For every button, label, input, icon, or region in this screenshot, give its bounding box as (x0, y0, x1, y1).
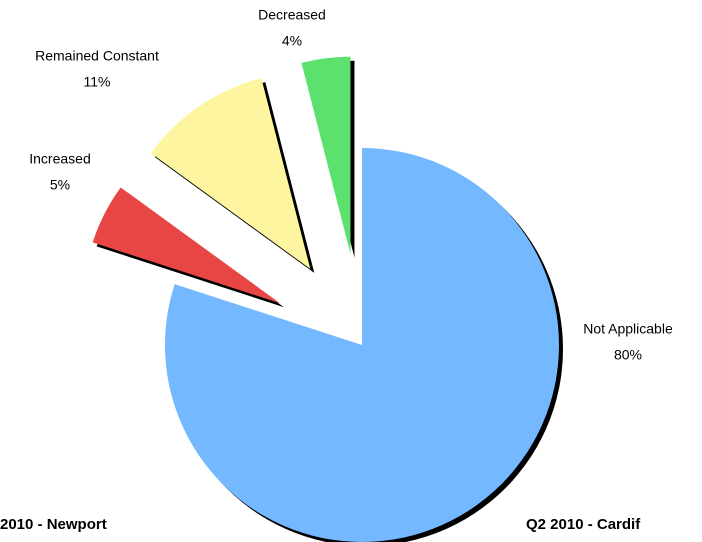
slice (92, 187, 281, 304)
slice-label: Remained Constant (35, 48, 159, 64)
slice (165, 148, 560, 542)
slice (301, 56, 351, 254)
footer-left: 2010 - Newport (0, 516, 107, 533)
slice-value-label: 11% (84, 74, 111, 90)
slices (92, 56, 563, 542)
slice-value-label: 5% (50, 177, 70, 193)
footer-right: Q2 2010 - Cardif (526, 516, 641, 533)
slice-label: Decreased (258, 7, 326, 23)
slice-label: Increased (29, 151, 90, 167)
slice-value-label: 80% (614, 347, 642, 363)
slice-value-label: 4% (282, 33, 302, 49)
slice-label: Not Applicable (583, 321, 673, 337)
slice (150, 78, 311, 269)
